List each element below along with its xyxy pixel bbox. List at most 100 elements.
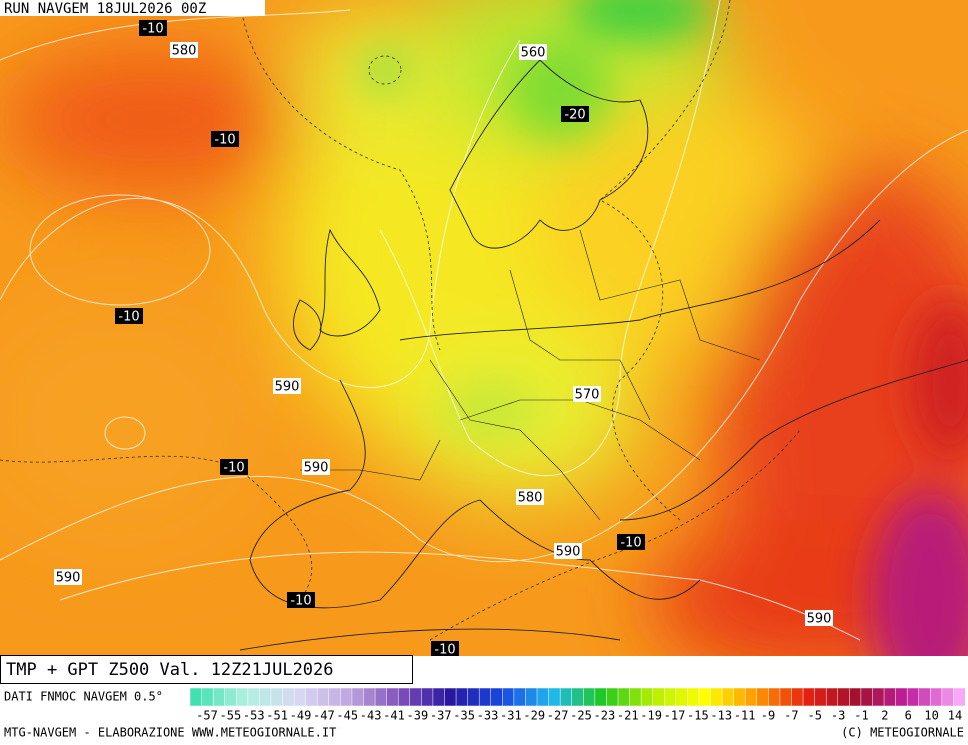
- scale-label: -31: [500, 709, 522, 723]
- scale-label: -15: [687, 709, 709, 723]
- scale-swatch: [721, 687, 735, 707]
- scale-swatch: [664, 687, 677, 707]
- scale-swatch: [953, 687, 966, 707]
- title-box: [0, 655, 413, 684]
- scale-label: 10: [924, 709, 938, 723]
- scale-label: -9: [761, 709, 775, 723]
- scale-swatch: [906, 687, 920, 707]
- contour-label: -10: [434, 643, 455, 658]
- run-label: RUN NAVGEM 18JUL2026 00Z: [4, 1, 206, 17]
- scale-swatch: [409, 687, 422, 707]
- scale-label: -13: [710, 709, 732, 723]
- scale-swatch: [212, 687, 226, 707]
- contour-label-box: [115, 308, 143, 324]
- scale-label: -1: [854, 709, 868, 723]
- scale-swatch: [444, 687, 457, 707]
- scale-swatch: [583, 687, 596, 707]
- scale-swatch: [316, 687, 330, 707]
- contour-label-box: [805, 610, 833, 626]
- contour-label-box: [139, 20, 167, 36]
- scale-swatch: [421, 687, 434, 707]
- scale-swatch: [467, 687, 480, 707]
- scale-label: -51: [266, 709, 288, 723]
- contour-label: -10: [290, 594, 311, 609]
- scale-swatch: [791, 687, 804, 707]
- scale-swatch: [386, 687, 399, 707]
- scale-swatch: [640, 687, 654, 707]
- scale-swatch: [710, 687, 723, 707]
- scale-swatch: [351, 687, 365, 707]
- scale-label: -35: [453, 709, 475, 723]
- contour-label: 590: [275, 380, 300, 395]
- contour-label-box: [519, 44, 547, 60]
- data-source: DATI FNMOC NAVGEM 0.5°: [4, 690, 163, 704]
- height-contours: [0, 0, 968, 641]
- scale-swatch: [629, 687, 642, 707]
- scale-swatch: [768, 687, 781, 707]
- scale-label: -37: [430, 709, 452, 723]
- scale-label: -45: [336, 709, 358, 723]
- scale-swatch: [895, 687, 908, 707]
- scale-label: -33: [477, 709, 499, 723]
- scale-swatch: [606, 687, 619, 707]
- contour-label-box: [561, 106, 589, 122]
- contour-label: 580: [172, 44, 197, 59]
- scale-swatch: [189, 687, 203, 707]
- contour-label-box: [516, 489, 544, 505]
- scale-swatch: [594, 687, 607, 707]
- scale-swatch: [559, 687, 573, 707]
- scale-swatch: [860, 687, 874, 707]
- scale-label: 14: [948, 709, 962, 723]
- scale-swatch: [525, 687, 538, 707]
- contour-label: -20: [564, 108, 585, 123]
- scale-swatch: [675, 687, 688, 707]
- scale-label: 2: [881, 709, 888, 723]
- contour-label-box: [617, 534, 645, 550]
- contour-label-box: [220, 459, 248, 475]
- scale-label: -11: [734, 709, 756, 723]
- scale-swatch: [490, 687, 503, 707]
- scale-swatch: [941, 687, 954, 707]
- scale-swatch: [305, 687, 318, 707]
- scale-label: -7: [784, 709, 798, 723]
- coastlines: [239, 59, 968, 651]
- contour-label-box: [573, 386, 601, 402]
- contour-label: 590: [556, 545, 581, 560]
- scale-label: 6: [905, 709, 912, 723]
- contour-label: -10: [214, 133, 235, 148]
- scale-swatch: [224, 687, 237, 707]
- contour-label: 560: [521, 46, 546, 61]
- contour-label: 590: [56, 571, 81, 586]
- contour-label-box: [554, 543, 582, 559]
- header-box: [0, 0, 265, 16]
- contour-label-box: [54, 569, 82, 585]
- scale-swatch: [837, 687, 850, 707]
- scale-label: -53: [243, 709, 265, 723]
- scale-label: -57: [196, 709, 218, 723]
- scale-label: -29: [523, 709, 545, 723]
- scale-swatch: [455, 687, 469, 707]
- scale-label: -55: [220, 709, 242, 723]
- scale-swatch: [872, 687, 885, 707]
- contour-label: 590: [304, 461, 329, 476]
- contour-label: 590: [807, 612, 832, 627]
- scale-swatch: [432, 687, 446, 707]
- contour-label: -10: [118, 310, 139, 325]
- contour-label: 570: [575, 388, 600, 403]
- scale-swatch: [340, 687, 353, 707]
- scale-swatch: [397, 687, 411, 707]
- scale-label: -25: [570, 709, 592, 723]
- scale-swatch: [201, 687, 214, 707]
- scale-swatch: [814, 687, 827, 707]
- scale-swatch: [293, 687, 307, 707]
- scale-swatch: [513, 687, 526, 707]
- scale-label: -21: [617, 709, 639, 723]
- scale-swatch: [536, 687, 550, 707]
- scale-swatch: [236, 687, 249, 707]
- contour-label: -10: [223, 461, 244, 476]
- credit: MTG-NAVGEM - ELABORAZIONE WWW.METEOGIORN…: [4, 726, 336, 740]
- scale-swatch: [282, 687, 295, 707]
- scale-swatch: [259, 687, 272, 707]
- scale-label: -5: [808, 709, 822, 723]
